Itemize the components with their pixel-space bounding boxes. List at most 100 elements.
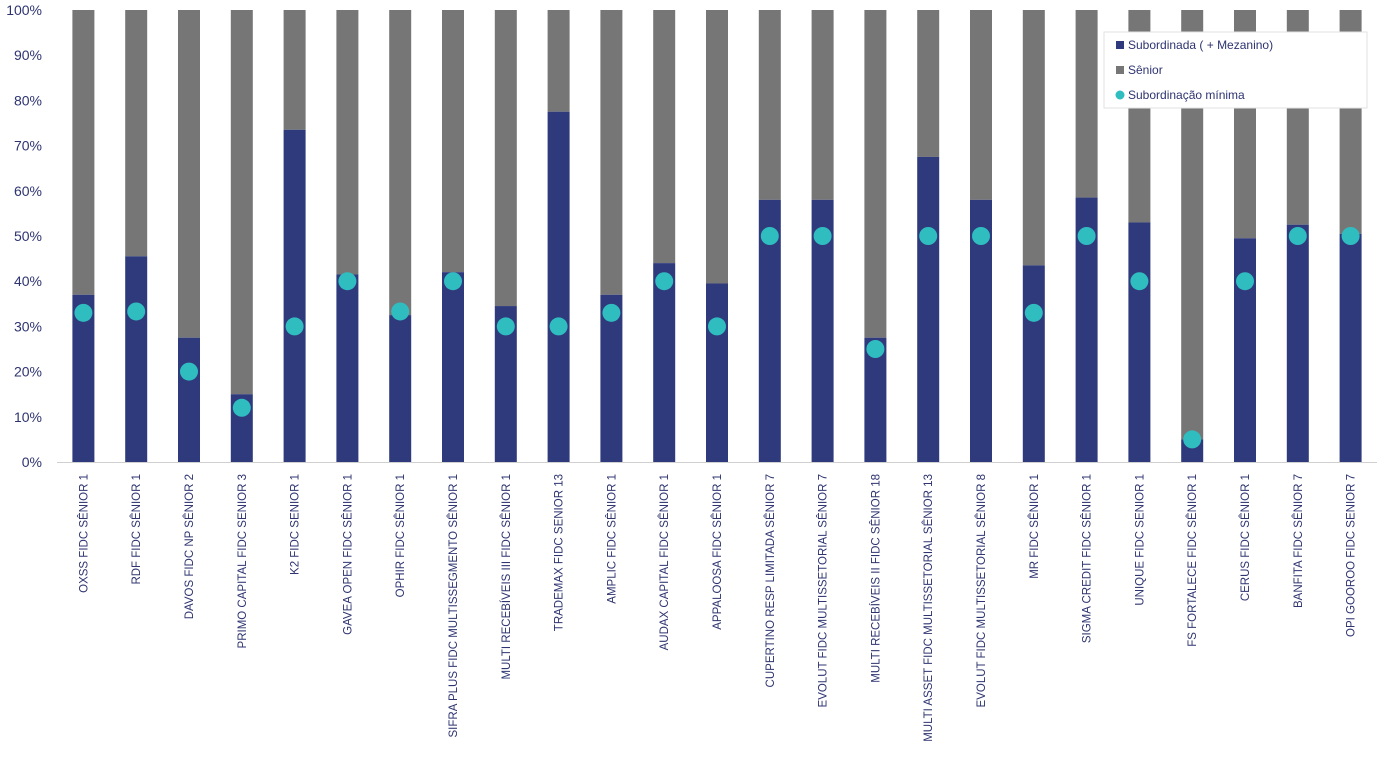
bar-subordinada — [1234, 238, 1256, 462]
bar-senior — [600, 10, 623, 295]
x-category-label: EVOLUT FIDC MULTISSETORIAL SÊNIOR 8 — [975, 474, 988, 707]
x-category-label: OPHIR FIDC SÊNIOR 1 — [394, 474, 407, 597]
bar-subordinada — [336, 274, 359, 462]
x-category-label: OXSS FIDC SÊNIOR 1 — [77, 474, 90, 593]
marker-subordinacao-minima — [391, 302, 410, 321]
marker-subordinacao-minima — [74, 303, 93, 322]
marker-subordinacao-minima — [1024, 303, 1043, 322]
marker-subordinacao-minima — [285, 317, 304, 336]
bar-senior — [547, 10, 570, 112]
bar-subordinada — [1128, 222, 1151, 462]
y-tick-label: 10% — [14, 409, 42, 425]
marker-subordinacao-minima — [496, 317, 515, 336]
marker-subordinacao-minima — [919, 227, 938, 245]
marker-subordinacao-minima — [180, 362, 198, 381]
x-category-label: APPALOOSA FIDC SÊNIOR 1 — [711, 474, 724, 630]
bar-senior — [230, 10, 253, 395]
legend-item-subordinacao-minima: Subordinação mínima — [1115, 88, 1245, 102]
marker-subordinacao-minima — [1183, 430, 1202, 449]
y-tick-label: 80% — [14, 92, 42, 108]
bar-subordinada — [125, 256, 148, 462]
bar-senior — [653, 10, 676, 264]
bar-subordinada — [970, 199, 992, 462]
bar-subordinada — [653, 263, 676, 462]
legend-item-senior: Sênior — [1116, 63, 1163, 77]
bar-senior — [72, 10, 95, 295]
marker-subordinacao-minima — [1341, 227, 1360, 245]
x-category-label: MULTI RECEBÍVEIS III FIDC SÊNIOR 1 — [500, 474, 513, 680]
bar-subordinada — [706, 283, 728, 462]
x-category-label: RDF FIDC SÊNIOR 1 — [130, 474, 143, 585]
bar-senior — [811, 10, 834, 200]
legend-swatch-square — [1116, 41, 1124, 49]
legend-swatch-square — [1116, 66, 1124, 74]
bar-senior — [494, 10, 517, 307]
bar-subordinada — [917, 156, 940, 462]
bar-senior — [283, 10, 306, 130]
bar-subordinada — [1339, 233, 1362, 462]
bar-senior — [125, 10, 148, 257]
bar-subordinada — [389, 315, 412, 462]
bar-senior — [970, 10, 992, 200]
bar-subordinada — [1286, 224, 1309, 462]
x-category-label: AUDAX CAPITAL FIDC SÊNIOR 1 — [658, 474, 671, 650]
bar-subordinada — [1075, 197, 1098, 462]
bar-senior — [758, 10, 781, 200]
marker-subordinacao-minima — [813, 227, 832, 245]
marker-subordinacao-minima — [1236, 272, 1254, 291]
x-category-label: GAVEA OPEN FIDC SÊNIOR 1 — [341, 474, 354, 635]
x-category-label: SIFRA PLUS FIDC MULTISSEGMENTO SÊNIOR 1 — [447, 474, 460, 737]
legend-label: Subordinação mínima — [1128, 88, 1245, 102]
x-axis-labels: OXSS FIDC SÊNIOR 1 RDF FIDC SÊNIOR 1 DAVOS… — [77, 474, 1357, 742]
marker-subordinacao-minima — [1288, 227, 1307, 245]
bar-senior — [917, 10, 940, 157]
bar-subordinada — [864, 337, 887, 462]
y-tick-label: 50% — [14, 228, 42, 244]
bar-subordinada — [494, 306, 517, 462]
bar-subordinada — [1022, 265, 1045, 462]
x-category-label: TRADEMAX FIDC SENIOR 13 — [554, 474, 566, 631]
x-category-label: PRIMO CAPITAL FIDC SENIOR 3 — [237, 474, 249, 648]
marker-subordinacao-minima — [972, 227, 990, 245]
bar-senior — [864, 10, 887, 338]
y-tick-label: 70% — [14, 138, 42, 154]
y-axis: 0% 10% 20% 30% 40% 50% 60% 70% 80% 90% 100% — [6, 2, 42, 470]
x-category-label: UNIQUE FIDC SENIOR 1 — [1134, 474, 1146, 606]
x-category-label: SIGMA CREDIT FIDC SÊNIOR 1 — [1081, 474, 1094, 643]
legend: Subordinada ( + Mezanino) Sênior Subordina… — [1103, 31, 1368, 109]
bar-subordinada — [758, 199, 781, 462]
y-tick-label: 100% — [6, 2, 42, 18]
bar-senior — [389, 10, 412, 316]
bar-senior — [442, 10, 464, 273]
y-tick-label: 0% — [22, 454, 42, 470]
x-category-label: MR FIDC SÊNIOR 1 — [1028, 474, 1041, 579]
marker-subordinacao-minima — [760, 227, 779, 245]
legend-swatch-circle — [1115, 90, 1125, 100]
bar-subordinada — [178, 337, 200, 462]
marker-subordinacao-minima — [866, 340, 885, 358]
y-tick-label: 60% — [14, 183, 42, 199]
y-tick-label: 90% — [14, 47, 42, 63]
minimum-markers-group — [74, 227, 1360, 449]
x-category-label: K2 FIDC SENIOR 1 — [290, 474, 302, 575]
marker-subordinacao-minima — [127, 302, 146, 321]
marker-subordinacao-minima — [549, 317, 568, 336]
legend-label: Sênior — [1128, 63, 1163, 77]
bar-subordinada — [72, 294, 95, 462]
bar-subordinada — [600, 294, 623, 462]
x-category-label: CERUS FIDC SÊNIOR 1 — [1239, 474, 1252, 601]
marker-subordinacao-minima — [602, 303, 621, 322]
bar-subordinada — [283, 129, 306, 462]
marker-subordinacao-minima — [1077, 227, 1096, 245]
x-category-label: AMPLIC FIDC SÊNIOR 1 — [605, 474, 618, 604]
marker-subordinacao-minima — [444, 272, 462, 291]
x-category-label: EVOLUT FIDC MULTISSETORIAL SÊNIOR 7 — [817, 474, 830, 707]
x-category-label: DAVOS FIDC NP SÊNIOR 2 — [183, 474, 196, 619]
marker-subordinacao-minima — [232, 398, 251, 417]
x-category-label: OPI GOOROO FIDC SENIOR 7 — [1346, 474, 1358, 637]
x-category-label: FS FORTALECE FIDC SÊNIOR 1 — [1186, 474, 1199, 647]
bar-senior — [1075, 10, 1098, 198]
bar-senior — [706, 10, 728, 284]
